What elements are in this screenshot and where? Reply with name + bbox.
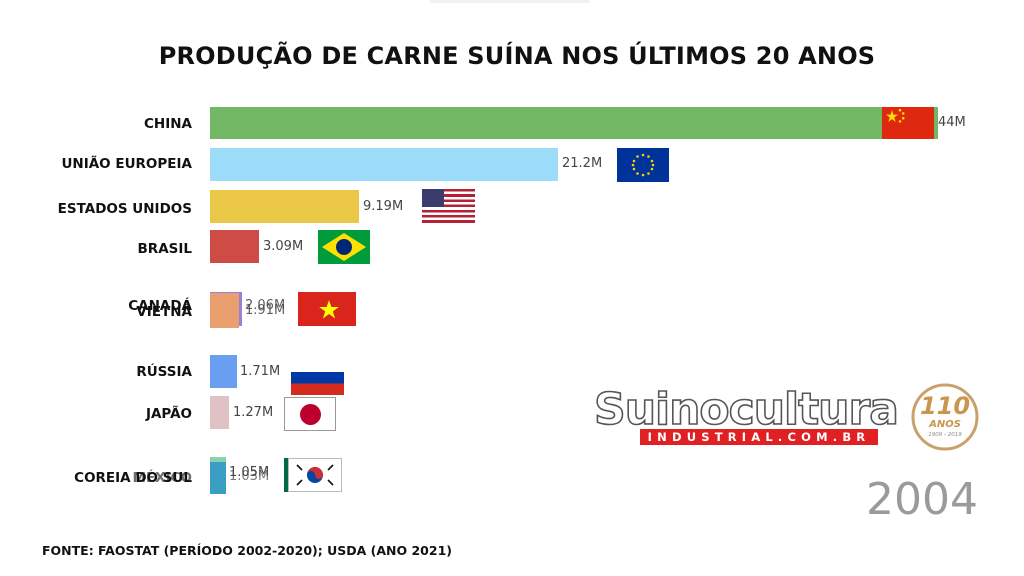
bar-brasil [210,230,259,263]
svg-text:1909 - 2019: 1909 - 2019 [928,432,962,438]
bar-label-south-korea: COREIA DO SUL [74,470,192,486]
bar-russia [210,355,237,388]
value-label-russia: 1.71M [240,364,281,379]
south-korea-flag-icon [288,458,342,492]
svg-text:ANOS: ANOS [928,419,961,430]
bar-label-russia: RÚSSIA [136,364,192,380]
chart-title: PRODUÇÃO DE CARNE SUÍNA NOS ÚLTIMOS 20 A… [158,42,876,70]
value-label-eu: 21.2M [562,156,603,171]
value-label-canada: 2.06M [245,298,286,313]
anniversary-badge-icon: 110 ANOS 1909 - 2019 [904,382,986,452]
bar-usa [210,190,359,223]
source-note: FONTE: FAOSTAT (PERÍODO 2002-2020); USDA… [42,543,452,558]
russia-flag-icon [291,361,344,395]
value-label-usa: 9.19M [363,199,404,214]
brazil-flag-icon [318,230,370,264]
bar-south-korea [210,462,226,494]
vietnam-flag-icon [298,292,356,326]
svg-text:110: 110 [920,392,970,420]
china-flag-icon [882,107,934,139]
japan-flag-icon [284,397,336,431]
bar-label-usa: ESTADOS UNIDOS [57,201,192,217]
suinocultura-logo: Suinocultura INDUSTRIAL.COM.BR [593,383,900,448]
bar-label-vietnam: VIETNÃ [136,304,192,320]
value-label-vietnam: 1.91M [245,303,286,318]
current-year: 2004 [866,474,978,525]
bar-vietnam [210,293,239,328]
bar-label-canada: CANADÁ [128,298,192,314]
value-label-japan: 1.27M [233,405,274,420]
value-label-mexico: 1.03M [229,469,270,484]
usa-flag-icon [422,189,475,223]
bar-label-brasil: BRASIL [137,241,192,257]
logo-main-text: Suinocultura [593,383,899,436]
bar-mexico [210,457,226,463]
bar-label-mexico: MÉXICO [132,470,192,486]
value-label-china: 44M [938,115,966,130]
bar-label-japan: JAPÃO [145,406,192,422]
eu-flag-icon [617,148,669,182]
bar-label-china: CHINA [144,116,192,132]
logo-sub-text: INDUSTRIAL.COM.BR [640,429,878,445]
value-label-south-korea: 1.05M [229,465,270,480]
top-shadow [430,0,590,3]
bar-label-eu: UNIÃO EUROPEIA [61,156,192,172]
bar-eu [210,148,558,181]
bar-china [210,107,938,139]
value-label-brasil: 3.09M [263,239,304,254]
bar-japan [210,396,229,429]
